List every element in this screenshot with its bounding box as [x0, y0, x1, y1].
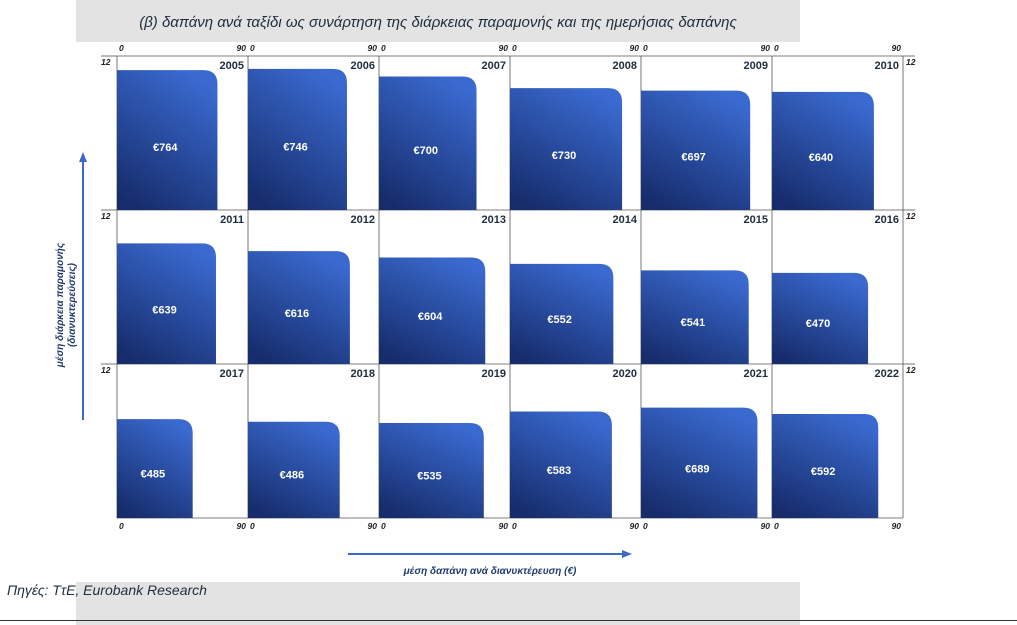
year-label-2014: 2014	[613, 214, 638, 226]
value-label-2014: €552	[547, 314, 571, 326]
x-tick-label: 90	[630, 521, 640, 531]
value-label-2012: €616	[285, 308, 309, 320]
x-tick-label: 0	[774, 521, 779, 531]
bar-2020	[510, 411, 612, 518]
year-label-2021: 2021	[744, 368, 768, 380]
bar-2018	[248, 421, 340, 518]
year-label-2013: 2013	[482, 214, 506, 226]
y-tick-label: 12	[906, 211, 916, 221]
value-label-2021: €689	[685, 463, 709, 475]
bar-2012	[248, 251, 350, 364]
bar-2009	[641, 90, 751, 210]
year-label-2022: 2022	[875, 368, 899, 380]
year-label-2012: 2012	[351, 214, 375, 226]
x-tick-label: 0	[774, 43, 779, 53]
bar-2014	[510, 263, 614, 364]
x-tick-label: 90	[368, 43, 378, 53]
x-tick-label: 0	[119, 521, 124, 531]
source-note: Πηγές: ΤτΕ, Eurobank Research	[7, 582, 207, 598]
y-axis-label: μέση διάρκεια παραμονής(διανυκτερεύσεις)	[55, 242, 78, 368]
value-label-2020: €583	[547, 465, 571, 477]
value-label-2018: €486	[280, 470, 304, 482]
y-tick-label: 12	[101, 57, 111, 67]
x-tick-label: 0	[250, 521, 255, 531]
bar-2011	[117, 243, 216, 364]
x-tick-label: 90	[761, 43, 771, 53]
value-label-2015: €541	[681, 317, 705, 329]
value-label-2007: €700	[414, 145, 438, 157]
bar-2022	[772, 414, 879, 518]
year-label-2007: 2007	[482, 60, 506, 72]
y-tick-label: 12	[101, 365, 111, 375]
bottom-divider	[0, 620, 1017, 621]
bar-2017	[117, 419, 193, 518]
bar-2016	[772, 272, 869, 364]
year-label-2011: 2011	[220, 214, 244, 226]
value-label-2010: €640	[809, 152, 833, 164]
year-label-2020: 2020	[613, 368, 637, 380]
year-label-2019: 2019	[482, 368, 506, 380]
x-tick-label: 0	[512, 521, 517, 531]
x-tick-label: 90	[892, 521, 902, 531]
bar-2005	[117, 70, 218, 210]
y-tick-label: 12	[906, 365, 916, 375]
value-label-2016: €470	[806, 318, 830, 330]
value-label-2011: €639	[152, 305, 176, 317]
x-tick-label: 0	[512, 43, 517, 53]
bar-2006	[248, 68, 347, 210]
year-label-2010: 2010	[875, 60, 899, 72]
year-label-2015: 2015	[744, 214, 768, 226]
x-tick-label: 0	[643, 521, 648, 531]
bar-2013	[379, 257, 486, 364]
value-label-2005: €764	[153, 142, 178, 154]
x-tick-label: 90	[761, 521, 771, 531]
year-label-2008: 2008	[613, 60, 637, 72]
value-label-2019: €535	[417, 470, 441, 482]
bar-2010	[772, 91, 874, 210]
x-tick-label: 90	[368, 521, 378, 531]
y-tick-label: 12	[906, 57, 916, 67]
value-label-2008: €730	[552, 150, 576, 162]
x-axis-arrowhead	[622, 550, 632, 558]
y-tick-label: 12	[101, 211, 111, 221]
x-tick-label: 90	[237, 521, 247, 531]
bar-2007	[379, 76, 477, 211]
x-tick-label: 90	[237, 43, 247, 53]
x-tick-label: 90	[630, 43, 640, 53]
year-label-2016: 2016	[875, 214, 899, 226]
x-tick-label: 90	[892, 43, 902, 53]
value-label-2022: €592	[811, 466, 835, 478]
x-tick-label: 90	[499, 521, 509, 531]
x-tick-label: 0	[643, 43, 648, 53]
year-label-2017: 2017	[220, 368, 244, 380]
year-label-2009: 2009	[744, 60, 768, 72]
value-label-2009: €697	[681, 151, 705, 163]
value-label-2006: €746	[283, 141, 307, 153]
x-tick-label: 0	[381, 521, 386, 531]
x-axis-label: μέση δαπάνη ανά διανυκτέρευση (€)	[403, 566, 577, 577]
year-label-2005: 2005	[220, 60, 244, 72]
value-label-2017: €485	[141, 469, 165, 481]
bar-2019	[379, 423, 484, 518]
y-axis-arrowhead	[79, 152, 87, 162]
bar-2008	[510, 88, 623, 210]
x-tick-label: 0	[250, 43, 255, 53]
year-label-2006: 2006	[351, 60, 375, 72]
x-tick-label: 0	[381, 43, 386, 53]
x-tick-label: 90	[499, 43, 509, 53]
chart-title: (β) δαπάνη ανά ταξίδι ως συνάρτηση της δ…	[139, 14, 737, 31]
year-label-2018: 2018	[351, 368, 375, 380]
bar-2015	[641, 270, 749, 364]
bar-2021	[641, 407, 758, 518]
x-tick-label: 0	[119, 43, 124, 53]
value-label-2013: €604	[418, 311, 443, 323]
